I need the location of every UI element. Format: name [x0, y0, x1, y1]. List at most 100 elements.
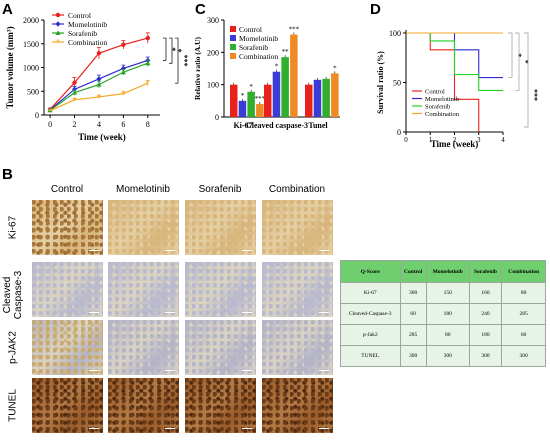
bar-control	[305, 84, 313, 117]
legend-label: Momelotinib	[68, 20, 107, 29]
data-point	[96, 51, 102, 56]
survival-curve-sorafenib	[406, 32, 503, 91]
legend-label: Control	[239, 25, 262, 34]
table-header-cell: Combination	[501, 260, 546, 283]
data-point: *	[121, 89, 125, 98]
data-point: *	[48, 106, 52, 115]
scale-bar	[89, 370, 99, 371]
table-header-cell: Momelotinib	[425, 260, 470, 283]
table-row: TUNEL 300 300 300 300	[340, 345, 546, 367]
table-header-cell: Q-Score	[340, 260, 401, 283]
x-tick-label: 2	[73, 120, 77, 129]
bar-combination	[290, 34, 298, 117]
x-tick-label: 2	[453, 136, 457, 144]
scale-bar	[319, 312, 329, 313]
scale-bar	[319, 370, 329, 371]
table-cell: 60	[399, 303, 427, 325]
panel-letter-d: D	[370, 1, 381, 18]
table-cell: 285	[399, 324, 427, 346]
y-tick-label: 2000	[23, 16, 39, 25]
bar-combination	[331, 73, 339, 117]
histology-image	[32, 262, 103, 317]
significance-label: *	[521, 60, 530, 64]
table-cell: 300	[399, 282, 427, 304]
q-score-header-row: Q-Score Control Momelotinib Sorafenib Combin…	[340, 260, 546, 283]
panel-letter-c: C	[195, 1, 206, 18]
histology-image	[262, 320, 333, 375]
histology-image	[185, 262, 256, 317]
table-cell: 150	[425, 282, 470, 304]
category-label: Tunel	[308, 121, 328, 130]
histology-image	[185, 200, 256, 255]
x-axis-label: Time (week)	[78, 132, 126, 142]
data-point	[72, 80, 77, 85]
legend-swatch	[230, 53, 236, 59]
category-label: Ki-67	[233, 121, 252, 130]
scale-bar	[165, 250, 175, 251]
y-tick-label: 300	[207, 16, 219, 25]
data-point: *	[73, 95, 77, 104]
bar-sorafenib	[281, 57, 289, 117]
table-cell: 80	[425, 324, 470, 346]
significance-bracket	[175, 37, 179, 84]
histology-image	[108, 320, 179, 375]
table-cell: 180	[468, 324, 503, 346]
legend-label: Control	[425, 89, 445, 96]
scale-bar	[242, 370, 252, 371]
x-tick-label: 0	[404, 136, 408, 144]
legend-label: Control	[68, 11, 91, 20]
histology-column-header: Control	[50, 184, 84, 195]
table-cell: 160	[468, 282, 503, 304]
significance-label: **	[282, 48, 290, 56]
y-axis-label: Survival ratio (%)	[376, 51, 385, 114]
bar-momelotinib	[272, 71, 281, 117]
bar-combination	[256, 104, 264, 117]
table-cell: Ki-67	[340, 282, 401, 304]
table-cell: 300	[501, 345, 546, 367]
x-tick-label: 1	[429, 136, 433, 144]
histology-image	[185, 378, 256, 433]
scale-bar	[165, 312, 175, 313]
x-tick-label: 4	[97, 120, 101, 129]
tumor-volume-chart: 0 500 1000 1500 2000 0 2 4 6 8 Time (week) Tumor vo…	[5, 11, 189, 142]
scale-bar	[319, 250, 329, 251]
data-point: *	[146, 79, 150, 88]
series-combination: * * * * *	[48, 79, 150, 115]
significance-label: ***	[255, 95, 266, 103]
histology-column-header: Momelotinib	[116, 184, 170, 195]
y-tick-label: 1000	[23, 64, 39, 73]
histology-image	[108, 378, 179, 433]
legend-marker	[55, 12, 61, 18]
significance-bracket	[524, 32, 529, 128]
x-tick-label: 3	[477, 136, 481, 144]
table-cell: 80	[501, 282, 546, 304]
significance-label: ***	[289, 26, 300, 34]
significance-bracket	[163, 37, 167, 61]
data-point: *	[97, 92, 101, 101]
x-axis-label: Time (week)	[431, 139, 479, 149]
data-point	[71, 90, 78, 95]
y-tick-label: 500	[27, 87, 39, 96]
bar-sorafenib	[247, 91, 255, 117]
significance-label: ***	[180, 55, 189, 67]
x-tick-label: 4	[501, 136, 505, 144]
histology-image	[262, 378, 333, 433]
table-cell: 240	[468, 303, 503, 325]
y-axis-label: Tumor volume (mm³)	[5, 26, 15, 108]
legend-label: Sorafenib	[239, 43, 268, 52]
scale-bar	[89, 312, 99, 313]
y-tick-label: 0	[35, 111, 39, 120]
legend-swatch	[230, 35, 236, 41]
histology-row-header: p-JAK2	[7, 331, 19, 364]
significance-label: *	[168, 47, 177, 51]
scale-bar	[165, 370, 175, 371]
x-tick-label: 8	[146, 120, 150, 129]
table-cell: 60	[501, 324, 546, 346]
histology-image	[108, 200, 179, 255]
histology-row-header: Cleaved Caspase-3	[2, 270, 24, 320]
histology-image	[262, 200, 333, 255]
table-cell: 180	[425, 303, 470, 325]
table-row: Cleaved-Caspase-3 60 180 240 285	[340, 303, 546, 325]
y-tick-label: 50	[393, 79, 401, 88]
